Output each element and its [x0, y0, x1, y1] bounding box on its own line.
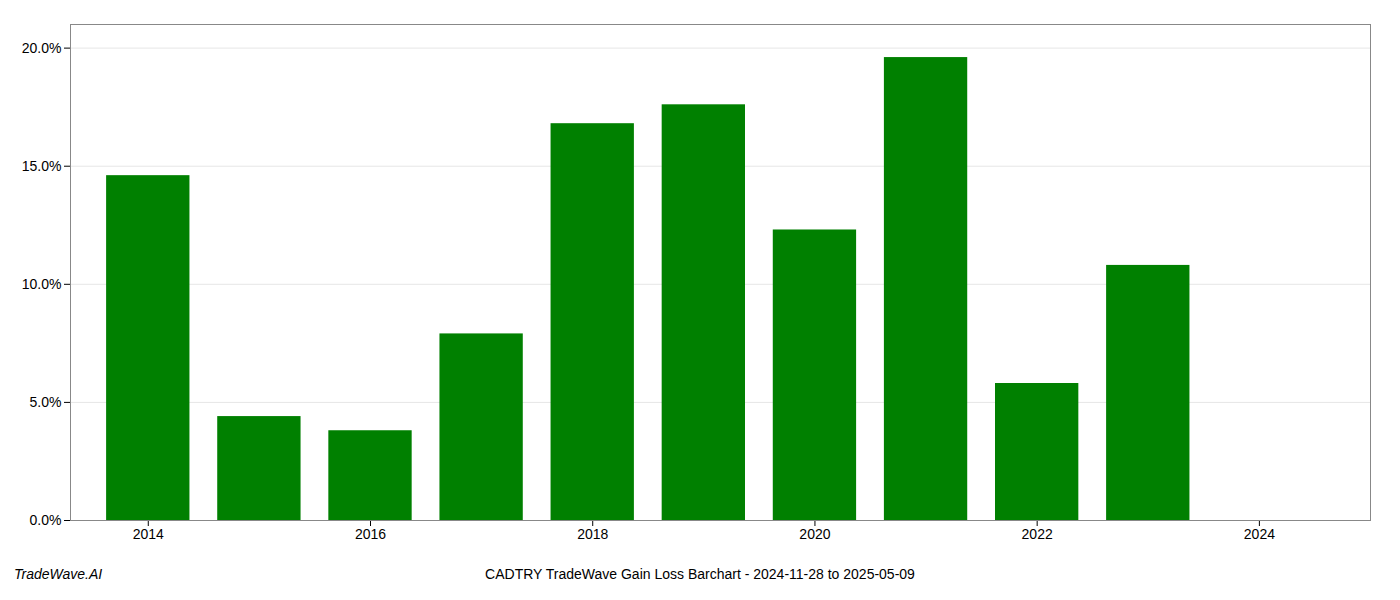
svg-text:5.0%: 5.0% [30, 394, 62, 410]
svg-text:2022: 2022 [1022, 526, 1053, 542]
svg-text:20.0%: 20.0% [22, 40, 62, 56]
svg-text:2018: 2018 [577, 526, 608, 542]
svg-text:2016: 2016 [355, 526, 386, 542]
svg-text:2014: 2014 [133, 526, 164, 542]
svg-text:0.0%: 0.0% [30, 512, 62, 528]
svg-text:15.0%: 15.0% [22, 158, 62, 174]
svg-text:2024: 2024 [1244, 526, 1275, 542]
html-text:CADTRY TradeWave Gain Loss Bar: CADTRY TradeWave Gain Loss Barchart - 20… [485, 566, 915, 582]
svg-text:2020: 2020 [799, 526, 830, 542]
svg-text:10.0%: 10.0% [22, 276, 62, 292]
html-text:TradeWave.AI: TradeWave.AI [14, 566, 103, 582]
